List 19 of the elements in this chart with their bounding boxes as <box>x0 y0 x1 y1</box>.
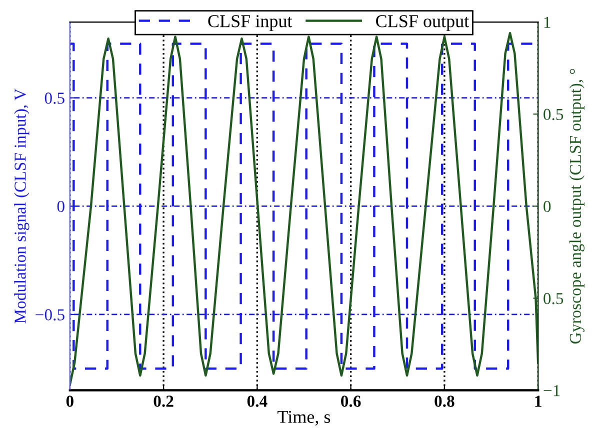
y-tick-label: 0 <box>57 200 64 212</box>
y-tick-label: 0.5 <box>44 92 64 104</box>
x-axis-title: Time, s <box>278 410 330 426</box>
legend-label: CLSF input <box>208 15 292 31</box>
x-tick-label: 0.8 <box>434 396 454 407</box>
x-tick-label: 1 <box>535 396 542 407</box>
y2-tick-label: 0 <box>544 200 551 212</box>
y2-tick-label: 0.5 <box>544 292 564 304</box>
y2-tick-label: 1 <box>544 16 550 28</box>
y2-tick-label: 0.5 <box>544 108 564 120</box>
legend-label: CLSF output <box>376 15 470 31</box>
y-axis-title: Modulation signal (CLSF input), V <box>14 88 30 324</box>
x-tick-label: 0.2 <box>154 396 174 407</box>
x-tick-label: 0.4 <box>247 396 268 407</box>
y-tick-label: −0.5 <box>36 309 64 320</box>
y2-axis-title: Gyroscope angle output (CLSF output), ° <box>569 68 584 344</box>
x-tick-label: 0 <box>66 396 74 407</box>
y2-tick-label: −1 <box>544 385 560 396</box>
x-tick-label: 0.6 <box>341 396 361 407</box>
